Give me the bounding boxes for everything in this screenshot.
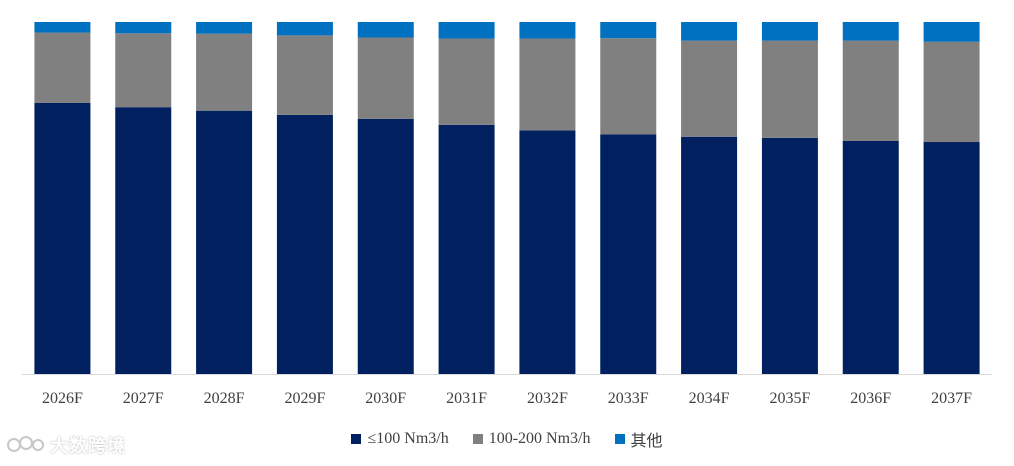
x-tick-label-2028F: 2028F: [204, 390, 245, 407]
bar-2031F-series-0: [438, 124, 495, 374]
legend-item-series-0: ≤100 Nm3/h: [351, 430, 449, 448]
bar-2028F-series-0: [196, 110, 253, 374]
bar-2036F-series-0: [842, 140, 899, 374]
x-tick-label-2035F: 2035F: [769, 390, 810, 407]
bar-2027F-series-1: [115, 33, 172, 108]
legend: ≤100 Nm3/h 100-200 Nm3/h 其他: [0, 428, 1014, 450]
bar-2032F-series-2: [519, 22, 576, 39]
bar-2033F-series-0: [600, 134, 657, 374]
legend-swatch-series-2: [614, 434, 625, 444]
x-tick-label-2032F: 2032F: [527, 390, 568, 407]
bar-2035F-series-1: [761, 40, 818, 138]
legend-swatch-series-0: [351, 434, 362, 444]
bar-2037F-series-2: [923, 22, 980, 42]
watermark-logo-icon: [7, 436, 44, 452]
bar-2031F-series-1: [438, 38, 495, 125]
bar-2034F-series-0: [681, 136, 738, 374]
bar-2026F-series-2: [34, 22, 91, 33]
x-tick-label-2026F: 2026F: [42, 390, 83, 407]
bar-2036F-series-2: [842, 22, 899, 41]
bar-2035F-series-0: [761, 137, 818, 374]
legend-label-series-1: 100-200 Nm3/h: [488, 430, 591, 447]
x-tick-label-2029F: 2029F: [284, 390, 325, 407]
bar-2036F-series-1: [842, 40, 899, 141]
watermark: 大数跨境: [6, 432, 126, 458]
legend-item-series-1: 100-200 Nm3/h: [472, 430, 591, 448]
bar-2030F-series-2: [357, 22, 414, 38]
x-tick-label-2036F: 2036F: [850, 390, 891, 407]
bar-2035F-series-2: [761, 22, 818, 41]
bar-2026F-series-1: [34, 32, 91, 103]
bar-2026F-series-0: [34, 102, 91, 375]
bar-2029F-series-2: [276, 22, 333, 36]
bar-2029F-series-0: [276, 114, 333, 375]
legend-item-series-2: 其他: [614, 427, 663, 451]
bar-2032F-series-1: [519, 38, 576, 131]
bar-2037F-series-1: [923, 41, 980, 143]
bar-2031F-series-2: [438, 22, 495, 39]
bar-2027F-series-0: [115, 107, 172, 375]
watermark-text: 大数跨境: [50, 436, 126, 457]
bar-2033F-series-2: [600, 22, 657, 39]
bar-2028F-series-2: [196, 22, 253, 34]
bar-2034F-series-1: [681, 40, 738, 137]
x-tick-label-2031F: 2031F: [446, 390, 487, 407]
bar-2033F-series-1: [600, 38, 657, 135]
legend-swatch-series-1: [472, 434, 483, 444]
bars-group: [34, 22, 980, 375]
legend-label-series-2: 其他: [630, 433, 663, 450]
legend-label-series-0: ≤100 Nm3/h: [367, 430, 449, 447]
bar-2027F-series-2: [115, 22, 172, 34]
bar-2030F-series-1: [357, 37, 414, 119]
x-tick-label-2027F: 2027F: [123, 390, 164, 407]
x-tick-label-2030F: 2030F: [365, 390, 406, 407]
x-tick-label-2033F: 2033F: [608, 390, 649, 407]
x-tick-label-2037F: 2037F: [931, 390, 972, 407]
bar-2032F-series-0: [519, 130, 576, 374]
bar-2037F-series-0: [923, 142, 980, 374]
x-tick-label-2034F: 2034F: [689, 390, 730, 407]
bar-2034F-series-2: [681, 22, 738, 41]
bar-2029F-series-1: [276, 35, 333, 115]
bar-2028F-series-1: [196, 33, 253, 111]
x-tick-labels: 2026F 2027F 2028F 2029F 2030F 2031F 2032F 2033F…: [42, 390, 972, 407]
bar-2030F-series-0: [357, 118, 414, 374]
